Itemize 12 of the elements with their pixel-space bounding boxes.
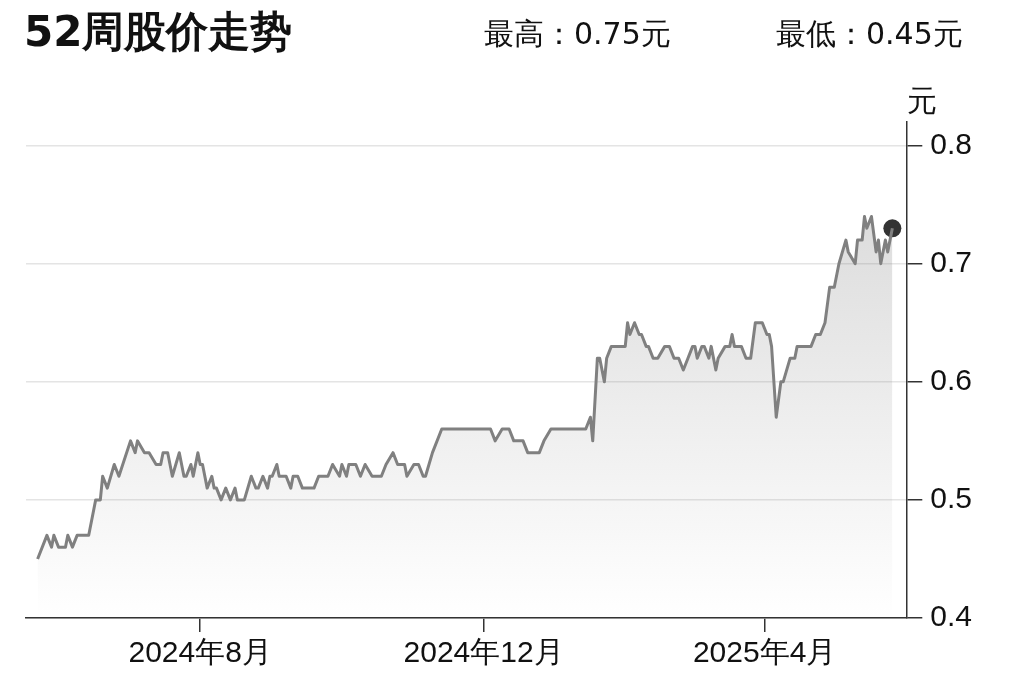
y-axis-title: 元	[907, 82, 938, 118]
chart-title: 52周股价走势	[24, 6, 293, 58]
x-tick-label: 2024年8月	[128, 635, 272, 669]
x-tick-label: 2024年12月	[403, 635, 564, 669]
y-tick-label: 0.7	[930, 244, 973, 278]
text: 最高：0.75元	[484, 15, 671, 53]
y-tick-label: 0.8	[930, 126, 973, 160]
y-tick-label: 0.5	[930, 481, 973, 515]
x-tick-label: 2025年4月	[692, 635, 837, 669]
y-tick-label: 0.4	[930, 599, 973, 633]
text: 最低：0.45元	[776, 15, 963, 53]
y-tick-label: 0.6	[930, 363, 973, 397]
